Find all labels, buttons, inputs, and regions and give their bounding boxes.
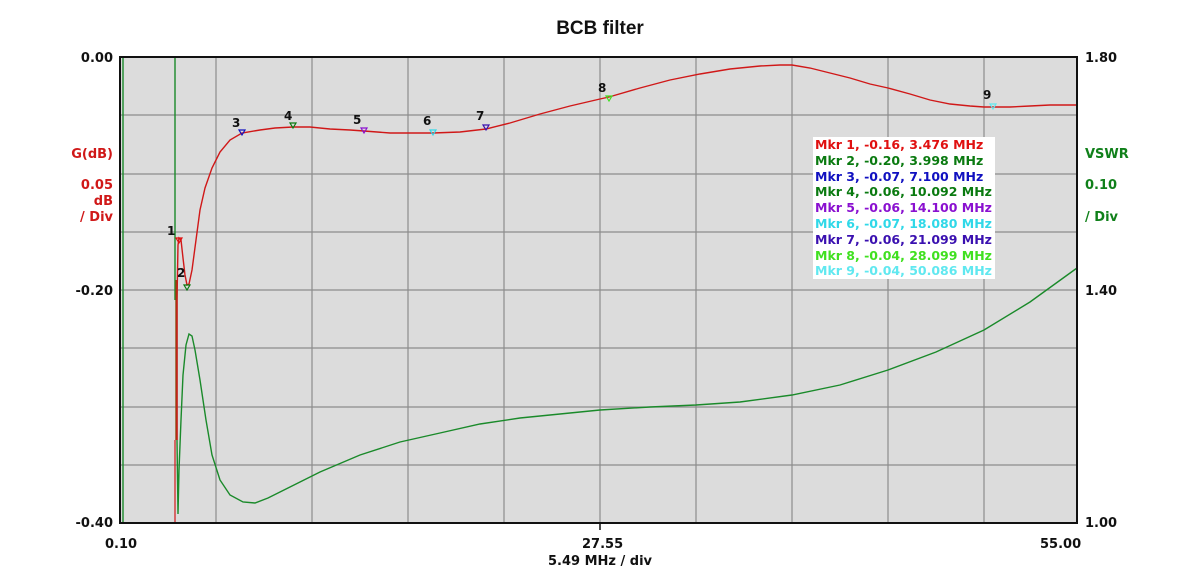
x-axis-start-label: 0.10 <box>105 537 138 552</box>
x-axis-scale-label: 5.49 MHz / div <box>548 554 653 569</box>
left-axis-scale-div: / Div <box>80 210 113 225</box>
marker-label-4: 4 <box>284 109 293 123</box>
right-axis-mid-label: 1.40 <box>1085 284 1118 299</box>
marker-label-1: 1 <box>167 224 176 238</box>
marker-label-3: 3 <box>232 116 241 130</box>
right-axis-top-label: 1.80 <box>1085 51 1118 66</box>
legend-marker-4: Mkr 4, -0.06, 10.092 MHz <box>815 184 992 200</box>
x-axis-mid-label: 27.55 <box>582 537 624 552</box>
marker-label-9: 9 <box>983 88 992 102</box>
marker-label-6: 6 <box>423 114 432 128</box>
legend-marker-3: Mkr 3, -0.07, 7.100 MHz <box>815 168 984 184</box>
marker-label-2: 2 <box>177 266 186 280</box>
legend-marker-8: Mkr 8, -0.04, 28.099 MHz <box>815 247 992 263</box>
right-axis-bottom-label: 1.00 <box>1085 516 1118 531</box>
right-axis-scale-value: 0.10 <box>1085 178 1118 193</box>
marker-legend: Mkr 1, -0.16, 3.476 MHz Mkr 2, -0.20, 3.… <box>813 137 995 280</box>
chart-title: BCB filter <box>556 18 644 39</box>
legend-marker-5: Mkr 5, -0.06, 14.100 MHz <box>815 200 992 216</box>
x-axis-end-label: 55.00 <box>1040 537 1082 552</box>
left-axis-mid-label: -0.20 <box>75 284 113 299</box>
right-axis-scale-div: / Div <box>1085 210 1118 225</box>
legend-marker-2: Mkr 2, -0.20, 3.998 MHz <box>815 152 984 168</box>
marker-label-5: 5 <box>353 113 362 127</box>
right-axis-name: VSWR <box>1085 147 1129 162</box>
legend-marker-6: Mkr 6, -0.07, 18.080 MHz <box>815 215 992 231</box>
gain-curve <box>176 64 1077 440</box>
legend-marker-9: Mkr 9, -0.04, 50.086 MHz <box>815 263 992 279</box>
left-axis-scale-unit: dB <box>93 194 113 209</box>
left-axis-bottom-label: -0.40 <box>75 516 113 531</box>
plot-frame <box>119 56 1078 524</box>
left-axis-scale-value: 0.05 <box>80 178 113 193</box>
left-axis-top-label: 0.00 <box>80 51 113 66</box>
legend-marker-7: Mkr 7, -0.06, 21.099 MHz <box>815 231 992 247</box>
vswr-curve <box>176 267 1078 515</box>
marker-label-7: 7 <box>476 109 485 123</box>
left-axis-name: G(dB) <box>71 147 113 162</box>
marker-triangles <box>174 95 998 292</box>
legend-marker-1: Mkr 1, -0.16, 3.476 MHz <box>815 137 984 152</box>
marker-label-8: 8 <box>598 81 607 95</box>
